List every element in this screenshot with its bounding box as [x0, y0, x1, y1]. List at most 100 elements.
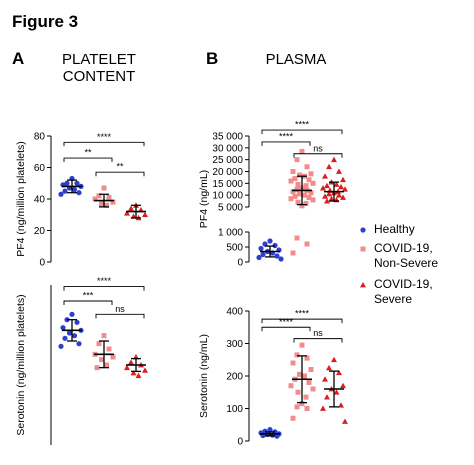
significance-bracket: [63, 141, 145, 147]
data-point-1: [304, 241, 310, 247]
data-point-2: [142, 211, 148, 218]
data-point-0: [58, 343, 64, 349]
y-tick-label: 0: [237, 437, 243, 448]
data-point-1: [310, 386, 316, 392]
significance-bracket: [261, 141, 311, 146]
data-point-1: [110, 354, 116, 360]
data-point-1: [295, 199, 301, 205]
data-point-2: [142, 367, 148, 373]
data-point-1: [303, 200, 309, 206]
y-tick-label: 15 000: [212, 179, 243, 190]
data-point-0: [69, 311, 75, 317]
significance-bracket: [261, 326, 311, 332]
data-point-2: [338, 402, 344, 408]
data-point-0: [71, 333, 78, 339]
significance-label: ****: [279, 131, 294, 141]
data-point-2: [135, 372, 142, 379]
y-axis-label: PF4 (ng/million platelets): [15, 141, 27, 257]
y-tick-label: 10 000: [212, 191, 243, 202]
data-point-1: [297, 191, 302, 197]
data-point-1: [302, 373, 307, 379]
data-point-1: [292, 176, 298, 182]
y-tick-label: 100: [226, 404, 243, 415]
data-point-1: [306, 177, 312, 183]
data-point-2: [324, 182, 330, 189]
panel-title-A: PLATELET CONTENT: [62, 51, 136, 85]
data-point-1: [299, 401, 305, 407]
data-point-1: [294, 404, 300, 410]
data-point-2: [340, 194, 346, 200]
data-point-1: [106, 194, 112, 200]
data-point-0: [267, 427, 273, 433]
data-point-0: [262, 241, 268, 247]
data-point-1: [302, 192, 307, 198]
panel-letter-A: A: [12, 49, 24, 68]
data-point-1: [303, 394, 309, 400]
y-tick-label: 200: [226, 372, 243, 383]
significance-bracket: [261, 318, 343, 324]
data-point-1: [99, 357, 104, 363]
significance-label: ***: [83, 291, 94, 301]
data-point-1: [304, 355, 310, 361]
significance-label: ****: [295, 309, 310, 319]
data-point-2: [342, 186, 348, 192]
y-tick-label: 0: [237, 258, 243, 269]
data-point-2: [322, 173, 328, 179]
data-point-0: [76, 341, 82, 347]
data-point-2: [320, 185, 326, 191]
data-point-2: [336, 369, 342, 376]
data-point-1: [306, 195, 312, 201]
data-point-0: [66, 330, 73, 336]
significance-bracket: [261, 129, 343, 135]
data-point-1: [290, 250, 296, 256]
data-point-1: [101, 185, 107, 191]
data-point-1: [288, 383, 294, 389]
data-point-2: [340, 382, 346, 389]
y-tick-label: 25 000: [212, 155, 243, 166]
data-point-0: [267, 238, 273, 244]
significance-bracket: [63, 286, 145, 291]
data-point-2: [128, 359, 134, 365]
significance-bracket: [63, 300, 113, 305]
data-point-0: [260, 251, 266, 258]
data-point-1: [96, 193, 102, 199]
data-point-2: [130, 370, 137, 376]
data-point-1: [308, 190, 314, 196]
data-point-2: [338, 183, 344, 190]
data-point-1: [292, 193, 298, 199]
y-tick-label: 0: [39, 258, 45, 269]
data-point-0: [274, 433, 280, 439]
data-point-1: [96, 341, 102, 347]
panel-title-B: PLASMA: [266, 51, 327, 68]
significance-label: ****: [295, 120, 310, 130]
data-point-1: [101, 333, 107, 339]
data-point-2: [326, 364, 332, 371]
data-point-1: [290, 169, 296, 174]
y-tick-label: 400: [226, 307, 243, 318]
significance-label: ns: [115, 304, 125, 314]
data-point-2: [124, 364, 130, 371]
data-point-2: [331, 356, 337, 363]
data-point-2: [331, 156, 337, 163]
data-point-0: [62, 335, 68, 341]
y-axis-label: PF4 (ng/mL): [198, 170, 210, 228]
data-point-2: [322, 376, 328, 382]
significance-label: ****: [97, 276, 112, 286]
legend-marker-1: [360, 246, 366, 252]
data-point-1: [306, 380, 312, 385]
data-point-0: [62, 188, 68, 194]
y-tick-label: 5 000: [218, 203, 243, 214]
data-point-2: [328, 195, 335, 202]
data-point-1: [304, 164, 310, 170]
significance-bracket: [293, 338, 343, 343]
data-point-1: [308, 367, 314, 372]
data-point-0: [258, 245, 264, 252]
data-point-1: [294, 352, 300, 358]
significance-label: ns: [313, 143, 323, 153]
data-point-0: [60, 325, 66, 331]
data-point-1: [297, 371, 302, 377]
data-point-2: [124, 210, 130, 216]
y-tick-label: 80: [34, 132, 46, 143]
data-point-1: [94, 365, 100, 371]
